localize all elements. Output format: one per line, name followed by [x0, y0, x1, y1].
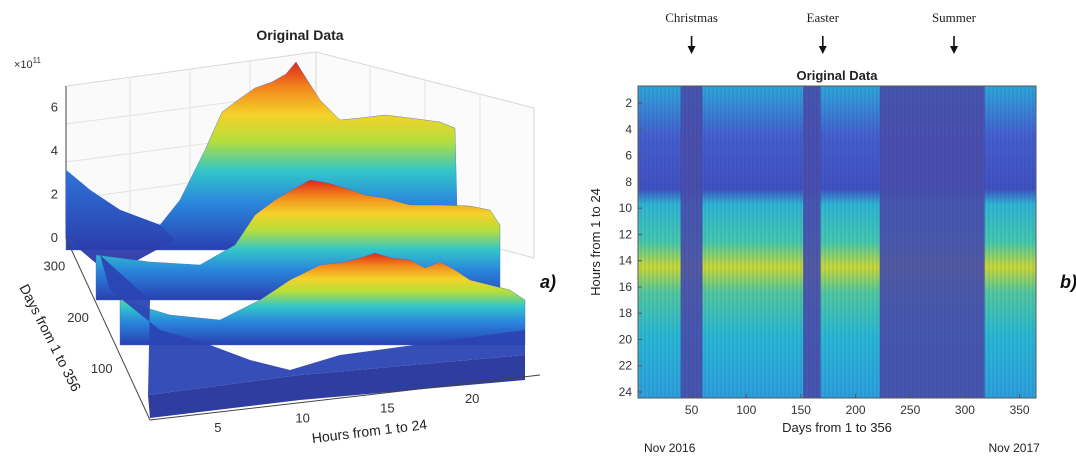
y-tick-label: 22: [619, 359, 633, 373]
holiday-annotation-label: Christmas: [665, 10, 718, 25]
x-axis-label: Hours from 1 to 24: [311, 416, 428, 446]
y-tick-label: 100: [91, 361, 113, 376]
x-tick-label: 50: [685, 403, 699, 417]
x-tick-labels: 50 100 150 200 250 300 350: [685, 394, 1030, 417]
surface-ridge-front: [119, 252, 526, 346]
x-tick-label: 200: [846, 403, 866, 417]
arrow-down-icon: [687, 46, 696, 54]
x-tick-labels: 5 10 15 20: [214, 391, 479, 435]
surface-mesh: [65, 61, 526, 418]
holiday-annotation-label: Summer: [932, 10, 977, 25]
x-tick-label: 20: [465, 391, 479, 406]
z-tick-label: 4: [51, 143, 58, 158]
z-tick-label: 2: [51, 187, 58, 202]
x-tick-label: 250: [900, 403, 920, 417]
date-labels: Nov 2016 Nov 2017: [644, 441, 1040, 455]
x-tick-label: 15: [380, 401, 394, 416]
heatmap-title: Original Data: [797, 68, 879, 83]
y-tick-label: 10: [619, 201, 633, 215]
z-tick-labels: 0 2 4 6: [51, 100, 58, 245]
heatmap-plot-area: [637, 85, 1037, 399]
y-tick-label: 300: [44, 259, 66, 274]
surface-chart: ×1011 0 2 4 6 Original Data 5 10 15 20 100 200 3…: [14, 27, 556, 446]
y-tick-label: 200: [67, 310, 89, 325]
y-axis-label: Days from 1 to 356: [16, 281, 84, 394]
y-tick-label: 4: [625, 122, 632, 136]
date-label: Nov 2016: [644, 441, 696, 452]
y-axis-label: Hours from 1 to 24: [588, 188, 603, 296]
surface-front-bottom: [148, 355, 525, 418]
x-tick-label: 100: [736, 403, 756, 417]
y-tick-label: 24: [619, 385, 633, 399]
y-tick-label: 18: [619, 306, 633, 320]
x-axis-label: Days from 1 to 356: [782, 420, 892, 435]
x-tick-label: 300: [955, 403, 975, 417]
arrow-down-icon: [949, 46, 958, 54]
surface-chart-title: Original Data: [256, 27, 343, 43]
arrow-down-icon: [818, 46, 827, 54]
y-tick-label: 2: [625, 96, 632, 110]
z-exponent: ×1011: [14, 56, 42, 71]
y-tick-labels: 100 200 300: [44, 259, 113, 377]
z-tick-label: 0: [51, 230, 58, 245]
heatmap-chart: Christmas Easter Summer Original Data 2468…: [588, 10, 1076, 455]
z-tick-label: 6: [51, 100, 58, 115]
y-tick-label: 12: [619, 227, 633, 241]
y-tick-label: 20: [619, 332, 633, 346]
surface-side-left: [66, 170, 175, 275]
date-label: Nov 2017: [988, 441, 1040, 452]
x-axis-line: [149, 374, 541, 421]
y-tick-label: 6: [625, 149, 632, 163]
y-axis-line: [65, 237, 151, 421]
x-tick-label: 350: [1010, 403, 1030, 417]
holiday-annotation-label: Easter: [807, 10, 840, 25]
surface-front-face: [100, 255, 525, 395]
heatmap-frame: [637, 85, 1037, 399]
holiday-annotations: Christmas Easter Summer: [665, 10, 977, 54]
panel-label-b: b): [1060, 272, 1076, 292]
surface-chart-panel: ×1011 0 2 4 6 Original Data 5 10 15 20 100 200 3…: [14, 27, 556, 446]
y-tick-label: 14: [619, 254, 633, 268]
x-tick-label: 5: [214, 420, 221, 435]
x-tick-label: 10: [295, 410, 309, 425]
heatmap-texture: [638, 86, 1036, 398]
y-tick-label: 16: [619, 280, 633, 294]
panel-label-a: a): [540, 272, 556, 292]
y-tick-label: 8: [625, 175, 632, 189]
x-tick-label: 150: [791, 403, 811, 417]
